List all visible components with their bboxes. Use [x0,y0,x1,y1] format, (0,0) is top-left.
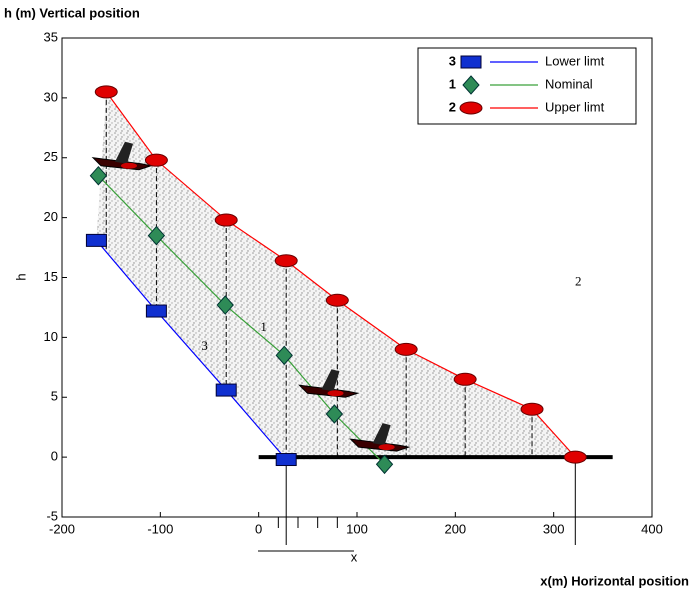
x-tick-label: -100 [147,521,173,536]
aircraft [349,423,411,452]
marker [144,153,168,167]
marker [275,345,293,366]
marker [274,254,298,268]
legend-label: Nominal [545,76,593,91]
legend-marker [462,75,480,95]
aircraft-light [121,162,137,169]
series-annotation: 2 [575,273,582,288]
marker [375,454,394,475]
aircraft-light [327,390,344,397]
aircraft [91,141,153,171]
legend: 3 Lower limt 1 Nominal 2 Upper limt [417,47,637,125]
marker [325,404,344,424]
y-tick-label: 25 [44,149,58,164]
marker [453,372,477,386]
marker [216,295,234,315]
series-line [95,239,287,460]
marker [215,383,237,397]
legend-label: Lower limt [545,53,605,68]
x-small-label: x [351,549,358,564]
marker [394,342,418,356]
y-tick-label: -5 [46,508,58,523]
y-tick-label: 10 [44,329,58,344]
x-tick-label: 0 [255,521,262,536]
chart-title: h (m) Vertical position [4,5,140,20]
marker [214,213,238,227]
marker [275,453,297,467]
marker [85,233,107,247]
y-tick-label: 30 [44,89,58,104]
series-line [97,175,385,465]
legend-box [417,47,637,125]
y-tick-label: 35 [44,29,58,44]
x-tick-label: 300 [543,521,565,536]
aircraft-wing [321,369,340,392]
series-annotation: 1 [260,319,267,334]
y-tick-label: 0 [51,449,58,464]
aircraft [298,369,360,398]
x-tick-label: -200 [49,521,75,536]
legend-marker [459,101,483,115]
envelope [96,91,576,460]
marker [147,225,166,246]
x-tick-label: 200 [444,521,466,536]
legend-number: 1 [449,76,456,91]
y-tick-label: 20 [44,209,58,224]
legend-marker [460,55,482,69]
marker [325,293,349,307]
marker [563,450,587,464]
x-tick-label: 100 [346,521,368,536]
y-axis-label: h [13,273,28,280]
legend-number: 3 [449,53,456,68]
series-annotation: 3 [201,338,208,353]
x-tick-label: 400 [641,521,663,536]
aircraft-light [378,444,395,451]
marker [145,304,167,318]
aircraft-wing [115,141,133,164]
marker [520,402,544,416]
x-axis-label: x(m) Horizontal position [540,573,689,588]
legend-number: 2 [449,99,456,114]
aircraft-wing [372,423,391,446]
legend-label: Upper limt [545,99,605,114]
y-tick-label: 5 [51,389,58,404]
y-tick-label: 15 [44,269,58,284]
marker [94,85,118,99]
marker [89,165,108,186]
